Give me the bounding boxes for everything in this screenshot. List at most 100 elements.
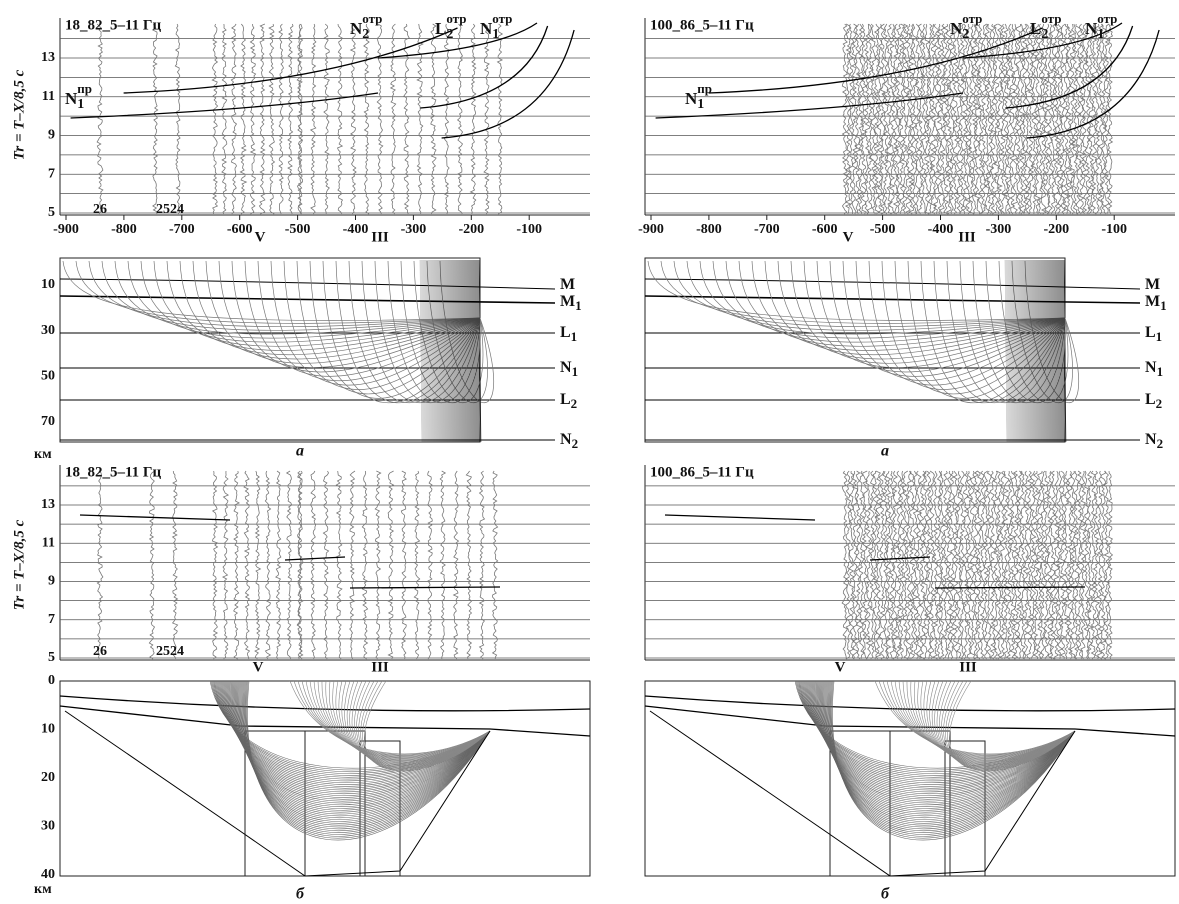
y-axis-label: Tr = T–X/8,5 c	[11, 69, 27, 160]
ray-dense	[1022, 259, 1026, 443]
seismic-trace	[1052, 23, 1060, 215]
ray	[364, 680, 491, 772]
depth-tick-label: 10	[41, 277, 55, 292]
ray	[293, 680, 491, 755]
ray-dense	[466, 259, 470, 443]
seismic-trace	[1029, 470, 1037, 660]
ray-dense	[1004, 259, 1008, 443]
seismic-trace	[1103, 23, 1111, 215]
seismic-trace	[930, 23, 937, 215]
boundary-label-sub: 2	[1157, 436, 1164, 451]
boundary-line	[59, 278, 556, 290]
boundary-label-base: L	[1145, 324, 1156, 341]
seismic-trace	[96, 470, 104, 660]
seismic-trace	[1002, 470, 1010, 660]
x-tick-label: -200	[458, 222, 484, 237]
seismic-trace	[844, 23, 852, 215]
seismic-trace	[848, 23, 855, 215]
boundary-label-base: M	[560, 276, 575, 293]
seismic-trace	[879, 23, 886, 215]
x-tick-label: -500	[870, 222, 896, 237]
ray-dense	[478, 259, 482, 443]
seismic-trace	[483, 23, 490, 215]
ray-dense	[1036, 259, 1040, 443]
ray-dense	[1034, 259, 1038, 443]
seismic-trace	[861, 470, 869, 660]
boundary-label: M	[1145, 276, 1160, 293]
phase-curve	[79, 514, 231, 521]
boundary-label-base: M	[1145, 293, 1160, 310]
record-title: 100_86_5–11 Гц	[650, 17, 754, 33]
seismic-trace	[413, 470, 421, 660]
ray	[344, 680, 491, 765]
ray-dense	[423, 259, 427, 443]
phase-label: L2отр	[1030, 11, 1061, 42]
seismic-trace	[469, 23, 477, 215]
boundary-line	[644, 695, 1176, 712]
seismic-trace	[174, 23, 181, 215]
seismic-trace	[920, 23, 927, 215]
ray	[934, 680, 1076, 767]
seismic-trace	[249, 23, 257, 215]
seismic-trace	[1087, 23, 1095, 215]
ray-dense	[452, 259, 456, 443]
boundary-label: M1	[1145, 293, 1167, 313]
ray-dense	[1056, 259, 1060, 443]
seismic-trace	[1086, 470, 1094, 660]
ray-dense	[1059, 259, 1063, 443]
ray	[140, 260, 481, 343]
seismic-trace	[938, 470, 945, 660]
seismic-trace	[296, 470, 304, 660]
ray	[898, 680, 1076, 759]
ray-dense	[1017, 259, 1021, 443]
zone-label: V	[253, 659, 264, 675]
depth-tick-label: 20	[41, 770, 55, 785]
seismic-trace	[1040, 470, 1046, 660]
seismic-trace	[864, 470, 872, 660]
ray-dense	[427, 259, 431, 443]
y-tick-label: 7	[48, 612, 55, 627]
ray-dense	[1033, 259, 1037, 443]
seismic-trace	[927, 23, 934, 215]
depth-tick-label: 10	[41, 722, 55, 737]
ray	[179, 260, 481, 356]
seismic-trace	[980, 23, 988, 215]
ray	[192, 260, 481, 360]
seismic-trace	[1097, 470, 1104, 660]
seismic-trace	[872, 470, 879, 660]
seismic-trace	[989, 23, 997, 215]
ray-dense	[433, 259, 437, 443]
seismic-trace	[841, 23, 848, 215]
boundary-label: N1	[1145, 359, 1163, 379]
seismic-trace	[1059, 23, 1066, 215]
ray-dense	[1061, 259, 1065, 443]
seismic-trace	[898, 23, 906, 215]
seismic-trace	[287, 23, 294, 215]
boundary-line	[59, 705, 591, 737]
seismic-trace	[1081, 23, 1088, 215]
seismic-trace	[1056, 470, 1064, 660]
seismic-trace	[1068, 23, 1076, 215]
ray	[906, 680, 1076, 760]
phase-curve	[441, 29, 575, 139]
seismic-trace	[427, 470, 433, 660]
ray-dense	[1031, 259, 1035, 443]
seismic-trace	[1107, 470, 1114, 660]
ray	[75, 260, 481, 324]
phase-label-base: L	[435, 19, 446, 38]
ray	[309, 680, 491, 758]
ray	[338, 680, 491, 764]
seismic-trace	[895, 470, 903, 660]
ray-dense	[421, 259, 425, 443]
ray	[816, 260, 1066, 373]
boundary-label-base: L	[1145, 391, 1156, 408]
seismic-trace	[905, 470, 912, 660]
seismic-trace	[96, 23, 104, 215]
ray-dense	[1019, 259, 1023, 443]
seismic-trace	[974, 23, 981, 214]
x-tick-label: -100	[516, 222, 542, 237]
x-tick-label: -800	[111, 222, 137, 237]
boundary-label-base: L	[560, 391, 571, 408]
ray-dense	[1055, 259, 1059, 443]
ray	[932, 680, 1076, 766]
